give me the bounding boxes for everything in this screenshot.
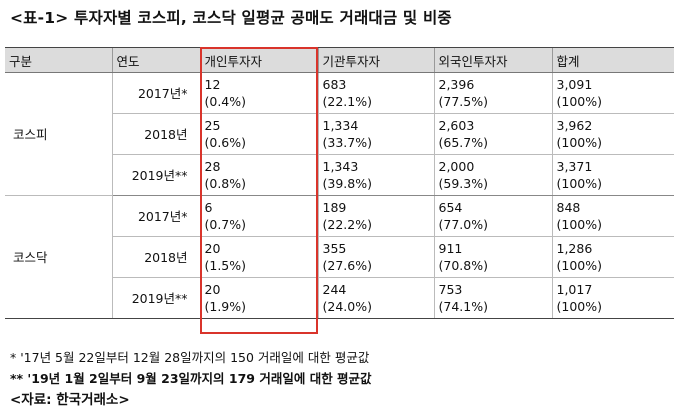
institution-cell: 1,334 (33.7%) [317, 113, 434, 155]
individual-cell: 12 (0.4%) [199, 72, 318, 114]
header-total: 합계 [551, 47, 674, 73]
individual-cell: 20 (1.5%) [199, 236, 318, 278]
footnote-2019: ** '19년 1월 2일부터 9월 23일까지의 179 거래일에 대한 평균… [10, 371, 372, 386]
institution-cell: 244 (24.0%) [317, 277, 434, 319]
total-cell: 3,962 (100%) [551, 113, 674, 155]
year-cell: 2018년 [111, 236, 200, 278]
total-cell: 848 (100%) [551, 195, 674, 237]
individual-cell: 20 (1.9%) [199, 277, 318, 319]
table-title: <표-1> 투자자별 코스피, 코스닥 일평균 공매도 거래대금 및 비중 [10, 9, 452, 27]
foreign-cell: 2,603 (65.7%) [433, 113, 552, 155]
individual-cell: 25 (0.6%) [199, 113, 318, 155]
year-cell: 2017년* [111, 72, 200, 114]
year-cell: 2017년* [111, 195, 200, 237]
table-row: 코스닥 2017년* 6 (0.7%) 189 (22.2%) 654 (77.0%)… [5, 195, 674, 319]
year-cell: 2018년 [111, 113, 200, 155]
header-row: 구분 연도 개인투자자 기관투자자 외국인투자자 합계 [5, 47, 674, 73]
table-row: 코스피 2017년* 12 (0.4%) 683 (22.1%) 2,396 (77.… [5, 72, 674, 196]
header-year: 연도 [111, 47, 200, 73]
foreign-cell: 753 (74.1%) [433, 277, 552, 319]
individual-cell: 28 (0.8%) [199, 154, 318, 196]
total-cell: 1,286 (100%) [551, 236, 674, 278]
year-cell: 2019년** [111, 154, 200, 196]
institution-cell: 683 (22.1%) [317, 72, 434, 114]
table-row: 2018년 25 (0.6%) 1,334 (33.7%) 2,603 (65.7%)… [5, 113, 674, 155]
table-row: 2018년 20 (1.5%) 355 (27.6%) 911 (70.8%) 1,2… [5, 236, 674, 278]
institution-cell: 355 (27.6%) [317, 236, 434, 278]
table-row: 2019년** 28 (0.8%) 1,343 (39.8%) 2,000 (59.3… [5, 154, 674, 196]
market-kosdaq: 코스닥 [5, 195, 112, 319]
header-institution: 기관투자자 [317, 47, 434, 73]
short-selling-table: 구분 연도 개인투자자 기관투자자 외국인투자자 합계 코스피 2017년* 1… [5, 47, 674, 319]
total-cell: 1,017 (100%) [551, 277, 674, 319]
market-kospi: 코스피 [5, 72, 112, 196]
institution-cell: 1,343 (39.8%) [317, 154, 434, 196]
institution-cell: 189 (22.2%) [317, 195, 434, 237]
foreign-cell: 2,396 (77.5%) [433, 72, 552, 114]
total-cell: 3,371 (100%) [551, 154, 674, 196]
header-individual: 개인투자자 [199, 47, 318, 73]
year-cell: 2019년** [111, 277, 200, 319]
total-cell: 3,091 (100%) [551, 72, 674, 114]
foreign-cell: 911 (70.8%) [433, 236, 552, 278]
individual-cell: 6 (0.7%) [199, 195, 318, 237]
table-row: 2019년** 20 (1.9%) 244 (24.0%) 753 (74.1%) 1… [5, 277, 674, 319]
foreign-cell: 654 (77.0%) [433, 195, 552, 237]
footnote-2017: * '17년 5월 22일부터 12월 28일까지의 150 거래일에 대한 평… [10, 350, 370, 365]
foreign-cell: 2,000 (59.3%) [433, 154, 552, 196]
header-category: 구분 [5, 47, 112, 73]
header-foreign: 외국인투자자 [433, 47, 552, 73]
source-note: <자료: 한국거래소> [10, 392, 130, 408]
